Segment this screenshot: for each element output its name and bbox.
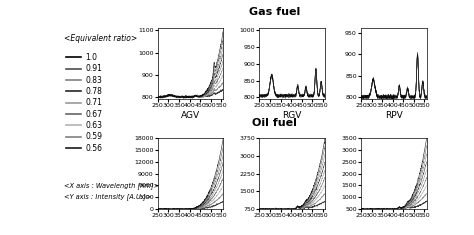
- X-axis label: AGV: AGV: [181, 111, 200, 120]
- Text: <Equivalent ratio>: <Equivalent ratio>: [64, 34, 137, 43]
- Text: <Y axis : Intensity [A.U.]>: <Y axis : Intensity [A.U.]>: [64, 193, 151, 200]
- Text: Gas fuel: Gas fuel: [249, 7, 301, 17]
- Text: <X axis : Wavelength [nm]>: <X axis : Wavelength [nm]>: [64, 182, 159, 189]
- X-axis label: RGV: RGV: [283, 111, 302, 120]
- X-axis label: RPV: RPV: [385, 111, 403, 120]
- Text: Oil fuel: Oil fuel: [253, 118, 297, 128]
- Legend: 1.0, 0.91, 0.83, 0.78, 0.71, 0.67, 0.63, 0.59, 0.56: 1.0, 0.91, 0.83, 0.78, 0.71, 0.67, 0.63,…: [63, 50, 105, 156]
